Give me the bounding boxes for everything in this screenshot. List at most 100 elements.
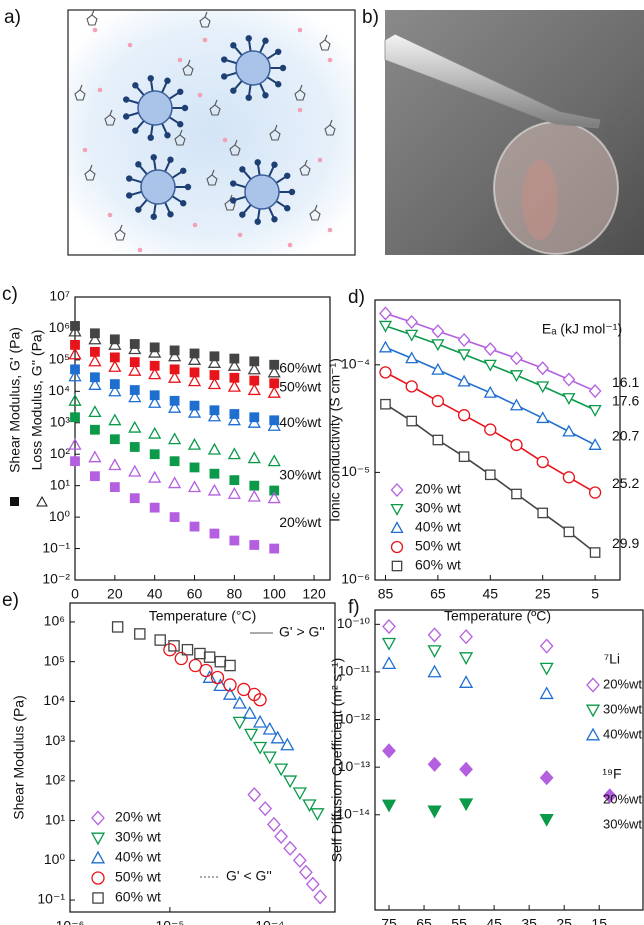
loss-point — [68, 347, 82, 360]
data-point — [381, 637, 397, 651]
loss-point — [108, 413, 122, 426]
data-point — [536, 455, 549, 469]
ligand-end — [135, 206, 142, 213]
loss-point — [207, 377, 222, 390]
data-point — [458, 451, 470, 462]
legend-label: 30% wt — [415, 500, 461, 516]
loss-point — [148, 426, 162, 439]
solvent — [199, 16, 211, 28]
data-point — [588, 486, 602, 499]
data-point — [431, 394, 445, 408]
storage-point — [209, 405, 220, 416]
y-tick-label: 10³ — [50, 413, 71, 429]
solvent — [209, 104, 221, 116]
data-point — [483, 385, 497, 398]
data-point — [379, 366, 392, 379]
storage-point — [269, 359, 280, 370]
solvent-bond — [299, 84, 303, 91]
legend-label: 60% wt — [415, 557, 461, 573]
data-point — [459, 629, 473, 645]
y-axis-label: Shear Modulus, G' (Pa) — [7, 327, 23, 473]
plot-frame — [69, 602, 336, 913]
ligand-end — [230, 42, 237, 49]
y-tick-label: 10⁴ — [43, 692, 65, 708]
data-point — [283, 840, 298, 856]
data-point — [427, 627, 442, 643]
loss-point — [267, 418, 281, 431]
y-tick-label: 10⁻⁴ — [341, 355, 370, 371]
data-point — [210, 670, 225, 685]
schematic-box — [67, 9, 356, 256]
solvent-bond — [274, 124, 278, 131]
solvent — [84, 169, 96, 181]
data-point — [214, 655, 227, 668]
data-point — [509, 370, 524, 383]
series-label: 50%wt — [279, 379, 321, 395]
storage-point — [169, 345, 180, 356]
loss-point — [187, 480, 202, 493]
x-tick-label: 10⁻⁴ — [255, 918, 284, 925]
solvent — [182, 64, 194, 76]
storage-point — [209, 370, 220, 380]
ligand-end — [230, 180, 237, 187]
ion — [327, 227, 333, 233]
ion — [287, 242, 293, 248]
storage-point — [229, 372, 240, 383]
x-tick-label: 55 — [451, 916, 467, 925]
panel-label: d) — [348, 287, 365, 308]
photo — [384, 10, 644, 255]
storage-point — [129, 442, 140, 452]
data-point — [242, 706, 257, 719]
x-tick-label: 10⁻⁶ — [56, 918, 85, 925]
loss-point — [227, 379, 241, 392]
storage-point — [269, 378, 280, 389]
data-point — [262, 721, 277, 735]
x-tick-label: 20 — [107, 586, 123, 602]
data-point — [253, 693, 267, 707]
storage-point — [109, 379, 120, 389]
y-tick-label: 10⁵ — [44, 652, 65, 668]
y-axis-label: Ionic conductivity (S cm⁻¹) — [327, 358, 343, 522]
solvent-bond — [324, 34, 328, 41]
ea-value: 29.9 — [612, 535, 639, 551]
loss-point — [207, 442, 222, 455]
y-tick-label: 10⁶ — [44, 613, 65, 629]
data-point — [213, 678, 228, 692]
schematic — [74, 9, 336, 253]
solvent-bond — [329, 119, 333, 126]
nanoparticle — [137, 90, 173, 126]
y-tick-label: 10¹ — [50, 476, 71, 492]
ligand-end — [254, 218, 261, 225]
loss-point — [267, 491, 281, 504]
ea-header: Eₐ (kJ mol⁻¹) — [542, 321, 622, 337]
ea-value: 25.2 — [612, 475, 639, 491]
ion — [202, 37, 208, 43]
ligand-end — [271, 216, 278, 223]
legend-label: 30% wt — [115, 829, 161, 845]
data-point — [181, 643, 194, 656]
ion — [237, 232, 243, 238]
legend-label: 50% wt — [415, 538, 461, 554]
ligand-end — [126, 192, 133, 199]
loss-point — [68, 369, 82, 382]
data-point — [457, 409, 471, 422]
loss-point — [108, 458, 122, 471]
loss-point — [227, 413, 241, 426]
data-point — [458, 798, 474, 812]
storage-point — [149, 390, 160, 401]
data-point — [292, 787, 307, 801]
storage-point — [109, 482, 120, 493]
data-point — [432, 434, 444, 446]
data-point — [280, 737, 295, 751]
loss-symbol — [36, 495, 48, 507]
legend-marker — [585, 704, 601, 718]
y-tick-label: 10⁻¹³ — [338, 758, 371, 774]
loss-point — [148, 470, 162, 483]
storage-point — [109, 434, 120, 445]
ligand-end — [275, 81, 282, 88]
data-point — [258, 801, 273, 817]
storage-point — [249, 356, 260, 367]
storage-point — [269, 485, 280, 496]
data-point — [299, 864, 313, 880]
ligand-end — [147, 75, 154, 82]
